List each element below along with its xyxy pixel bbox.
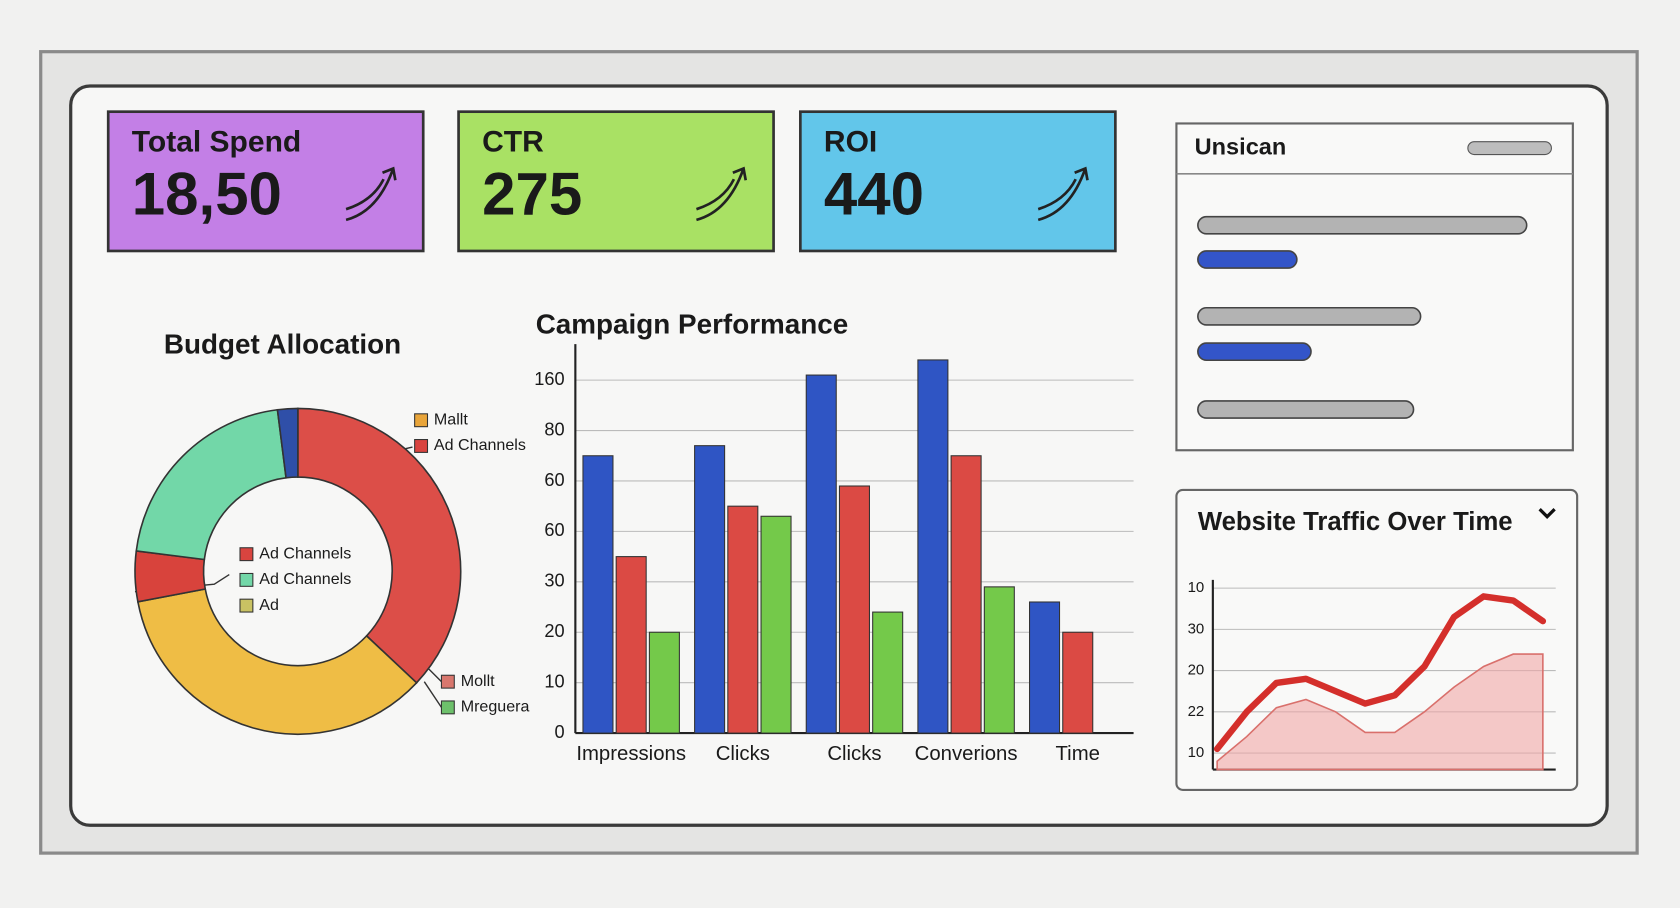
kpi-value: 18,50 [132,160,282,227]
chart-title: Budget Allocation [164,329,401,360]
y-tick-label: 0 [555,722,565,742]
bar [805,374,837,734]
progress-panel [1175,122,1574,452]
y-tick-label: 80 [544,419,564,439]
bar [838,485,870,734]
donut-segment [135,408,287,561]
legend-swatch [239,572,254,587]
progress-bar [1197,306,1422,326]
x-tick-label: Converions [915,743,1018,765]
bar [917,359,949,734]
kpi-label: ROI [824,126,877,159]
y-tick-label: 60 [544,470,564,490]
x-tick-label: Clicks [716,743,770,765]
donut-segment [276,407,299,479]
kpi-card [457,110,775,253]
progress-bar [1197,250,1298,269]
legend-swatch [239,598,254,613]
legend-label: Ad Channels [259,570,351,588]
y-tick-label: 10 [1188,744,1205,761]
legend-label: Ad Channels [434,436,526,454]
bar [760,515,792,734]
panel-control[interactable] [1467,141,1552,156]
trend-arrow [1037,166,1089,222]
bar [1029,601,1061,734]
y-tick-label: 20 [1188,662,1205,679]
legend-swatch [440,700,455,715]
trend-arrow [696,166,748,222]
legend-swatch [440,674,455,689]
legend-swatch [414,439,429,453]
progress-bar [1197,400,1415,419]
progress-bar [1197,215,1528,235]
x-tick-label: Impressions [576,743,686,765]
bar [950,455,982,734]
bar [615,556,647,734]
y-tick-label: 60 [544,520,564,540]
bar [694,445,726,734]
legend-label: Mreguera [461,698,530,716]
bar [872,611,904,734]
chart-title: Website Traffic Over Time [1198,508,1513,536]
kpi-label: CTR [482,126,544,159]
legend-label: Mallt [434,411,468,429]
chart-title: Campaign Performance [536,308,849,339]
bar [983,586,1015,734]
y-tick-label: 10 [1188,579,1205,596]
y-tick-label: 22 [1188,703,1205,720]
bar [582,455,614,734]
area [1216,653,1544,771]
x-tick-label: Time [1056,743,1100,765]
kpi-value: 275 [482,160,582,227]
progress-bar [1197,342,1312,362]
x-tick-label: Clicks [827,743,881,765]
legend-label: Ad [259,596,279,614]
kpi-value: 440 [824,160,924,227]
legend-label: Mollt [461,672,495,690]
legend-label: Ad Channels [259,544,351,562]
bar [1062,631,1094,734]
kpi-label: Total Spend [132,126,301,159]
y-tick-label: 20 [544,621,564,641]
kpi-card [106,110,425,253]
y-tick-label: 10 [544,671,564,691]
y-tick-label: 30 [1188,620,1205,637]
kpi-card [799,110,1117,253]
bar [727,505,759,734]
legend-swatch [239,547,254,562]
dropdown-chevron[interactable] [1538,508,1556,519]
donut-segment [136,588,418,735]
bar [648,631,680,734]
donut-segment [297,407,462,684]
line [1213,593,1547,753]
panel-title: Unsican [1195,133,1287,159]
y-tick-label: 160 [534,369,564,389]
y-tick-label: 30 [544,571,564,591]
trend-arrow [345,166,397,222]
legend-swatch [414,413,429,428]
